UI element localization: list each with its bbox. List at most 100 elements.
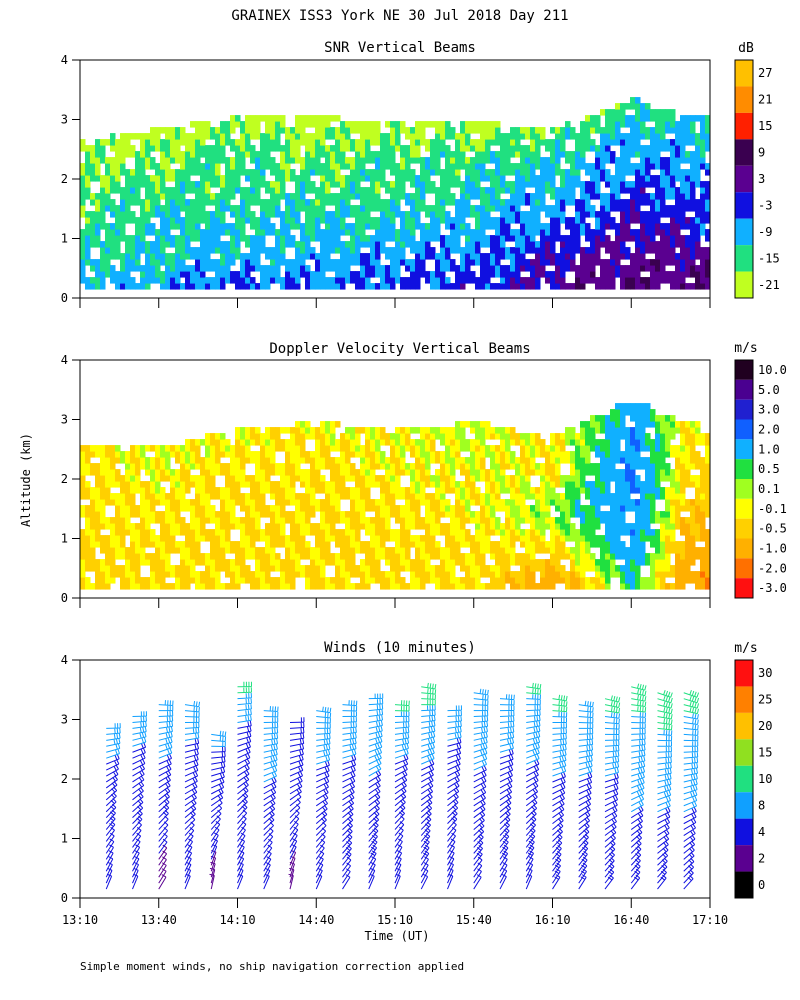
doppler-cell [425, 511, 431, 518]
doppler-cell [465, 505, 471, 512]
snr-cell [155, 193, 161, 200]
doppler-cell [270, 541, 276, 548]
snr-cell [190, 253, 196, 260]
doppler-cell [220, 433, 226, 440]
doppler-cell [490, 451, 496, 458]
doppler-cell [410, 427, 416, 434]
doppler-cell [345, 433, 351, 440]
snr-cell [505, 187, 511, 194]
snr-cell [700, 181, 706, 188]
snr-cell [95, 241, 101, 248]
snr-cell [430, 151, 436, 158]
doppler-cell [255, 475, 261, 482]
doppler-cell [170, 445, 176, 452]
doppler-cell [410, 583, 416, 590]
doppler-cell [235, 457, 241, 464]
snr-cell [260, 265, 266, 272]
doppler-cell [350, 511, 356, 518]
doppler-cell [285, 493, 291, 500]
snr-cell [110, 205, 116, 212]
snr-cell [670, 241, 676, 248]
snr-cell [690, 181, 696, 188]
snr-cell [305, 181, 311, 188]
snr-cell [250, 145, 256, 152]
snr-cell [530, 217, 536, 224]
doppler-cell [140, 445, 146, 452]
snr-cell [360, 133, 366, 140]
snr-cell [380, 277, 386, 284]
doppler-cell [165, 463, 171, 470]
doppler-cell [150, 499, 156, 506]
snr-cell [690, 271, 696, 278]
doppler-cell [450, 565, 456, 572]
doppler-cell [105, 487, 111, 494]
doppler-cell [90, 541, 96, 548]
snr-cell [650, 205, 656, 212]
snr-cell [650, 151, 656, 158]
doppler-cell [355, 493, 361, 500]
snr-cell [655, 133, 661, 140]
doppler-cell [130, 499, 136, 506]
doppler-cell [135, 469, 141, 476]
snr-cell [300, 229, 306, 236]
doppler-cell [265, 475, 271, 482]
doppler-cell [235, 445, 241, 452]
doppler-cell [300, 493, 306, 500]
doppler-cell [130, 529, 136, 536]
doppler-cell [510, 553, 516, 560]
snr-cell [500, 217, 506, 224]
snr-cell [455, 169, 461, 176]
doppler-cell [465, 481, 471, 488]
doppler-cell [395, 541, 401, 548]
snr-cell [375, 223, 381, 230]
doppler-cell [490, 475, 496, 482]
doppler-cell [190, 571, 196, 578]
snr-cell [165, 235, 171, 242]
snr-cell [360, 271, 366, 278]
doppler-cell [455, 499, 461, 506]
doppler-cell [345, 559, 351, 566]
snr-cell [225, 223, 231, 230]
snr-cell [330, 259, 336, 266]
doppler-cell [395, 559, 401, 566]
doppler-cell [430, 451, 436, 458]
doppler-cell [115, 481, 121, 488]
snr-cell [140, 151, 146, 158]
doppler-cell [255, 517, 261, 524]
doppler-cell [415, 451, 421, 458]
snr-cell [165, 277, 171, 284]
doppler-cell [265, 529, 271, 536]
snr-cell [420, 205, 426, 212]
doppler-cell [260, 451, 266, 458]
snr-cell [120, 193, 126, 200]
doppler-cell [470, 571, 476, 578]
snr-cell [535, 271, 541, 278]
snr-cell [595, 277, 601, 284]
snr-cell [240, 271, 246, 278]
snr-cell [450, 157, 456, 164]
snr-cell [580, 187, 586, 194]
doppler-cell [350, 535, 356, 542]
snr-cell [655, 217, 661, 224]
doppler-cell [195, 445, 201, 452]
snr-cell [565, 235, 571, 242]
snr-cell [340, 211, 346, 218]
snr-cell [485, 187, 491, 194]
doppler-cell [100, 565, 106, 572]
snr-cell [525, 133, 531, 140]
doppler-cell [120, 481, 126, 488]
doppler-cell [165, 499, 171, 506]
snr-cell [475, 205, 481, 212]
doppler-cell [385, 457, 391, 464]
snr-cell [675, 133, 681, 140]
snr-cell [290, 259, 296, 266]
snr-cell [540, 175, 546, 182]
snr-cell [365, 175, 371, 182]
doppler-cell [315, 457, 321, 464]
doppler-cell [390, 547, 396, 554]
doppler-cell [485, 547, 491, 554]
snr-cell [405, 199, 411, 206]
doppler-cell [335, 493, 341, 500]
doppler-cell [515, 499, 521, 506]
snr-cell [630, 127, 636, 134]
